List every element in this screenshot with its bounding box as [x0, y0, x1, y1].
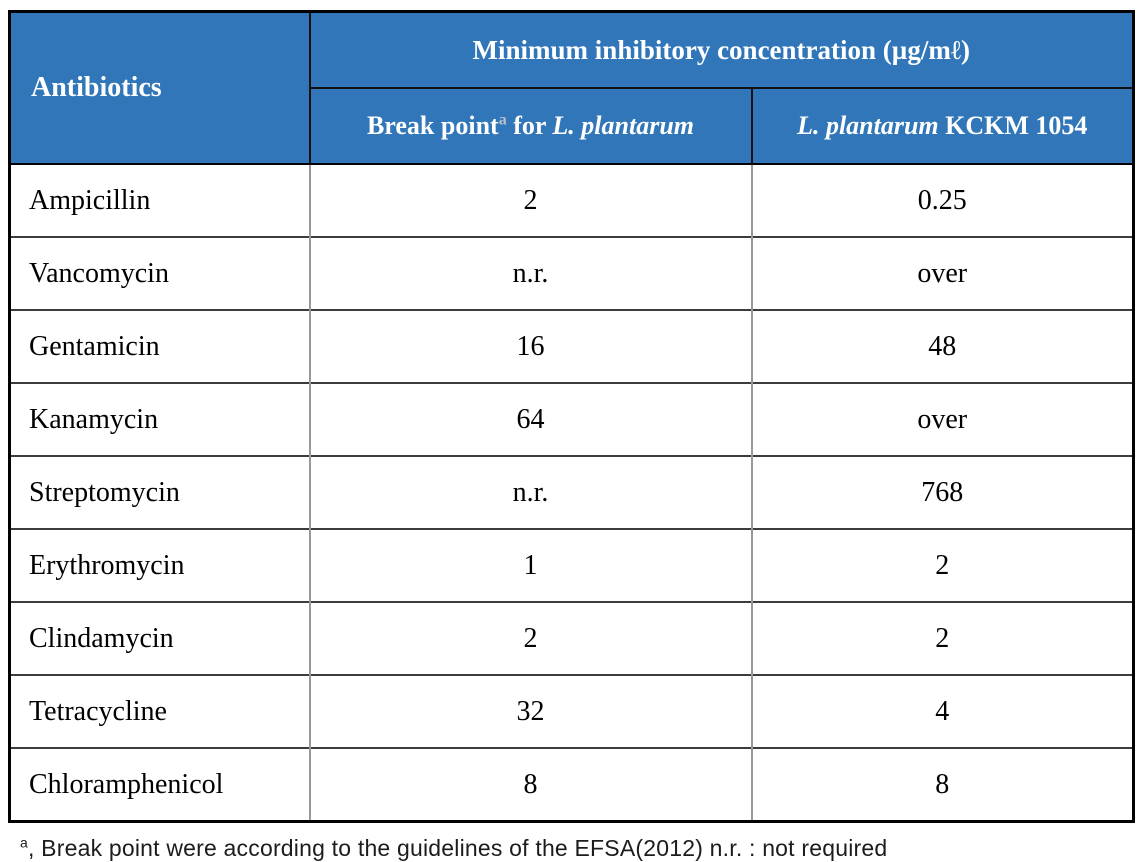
breakpoint-header-text: Break point [366, 111, 499, 140]
table-body: Ampicillin 2 0.25 Vancomycin n.r. over G… [9, 163, 1134, 822]
strain-value-cell: over [750, 236, 1134, 310]
strain-header-species: L. plantarum [797, 111, 939, 140]
table-row: Streptomycin n.r. 768 [9, 455, 1134, 529]
strain-value-cell: 2 [750, 601, 1134, 675]
table-row: Ampicillin 2 0.25 [9, 163, 1134, 237]
breakpoint-value-cell: 1 [308, 528, 752, 602]
antibiotics-header-cell: Antibiotics [9, 11, 311, 164]
strain-value-cell: 0.25 [750, 163, 1134, 237]
strain-header-rest: KCKM 1054 [938, 111, 1088, 140]
table-row: Clindamycin 2 2 [9, 601, 1134, 675]
breakpoint-value-cell: n.r. [308, 236, 752, 310]
antibiotic-name-cell: Chloramphenicol [9, 747, 310, 822]
strain-value-cell: 8 [750, 747, 1134, 822]
antibiotics-header-label: Antibiotics [31, 72, 162, 103]
breakpoint-value-cell: 2 [308, 601, 752, 675]
strain-value-cell: 48 [750, 309, 1134, 383]
breakpoint-value-cell: 2 [308, 163, 752, 237]
table-row: Kanamycin 64 over [9, 382, 1134, 456]
antibiotic-name-cell: Clindamycin [9, 601, 310, 675]
breakpoint-header-mid: for [506, 111, 553, 140]
strain-value-cell: 2 [750, 528, 1134, 602]
mic-title-label: Minimum inhibitory concentration (µg/mℓ) [472, 34, 970, 65]
breakpoint-value-cell: 32 [308, 674, 752, 748]
header-row-sub: Break pointa for L. plantarum L. plantar… [10, 88, 1134, 164]
table-row: Vancomycin n.r. over [9, 236, 1134, 310]
strain-header-cell: L. plantarum KCKM 1054 [751, 88, 1134, 164]
breakpoint-value-cell: 8 [308, 747, 752, 822]
footnote-text: , Break point were according to the guid… [28, 835, 888, 861]
breakpoint-value-cell: 16 [308, 309, 752, 383]
breakpoint-value-cell: n.r. [308, 455, 752, 529]
table-header: Antibiotics Minimum inhibitory concentra… [9, 11, 1134, 164]
header-row-top: Antibiotics Minimum inhibitory concentra… [9, 11, 1134, 164]
antibiotic-name-cell: Ampicillin [9, 163, 310, 237]
breakpoint-header-species: L. plantarum [552, 111, 695, 140]
footnote: a, Break point were according to the gui… [8, 835, 1132, 862]
antibiotic-name-cell: Tetracycline [9, 674, 310, 748]
footnote-marker: a [20, 834, 28, 851]
antibiotic-name-cell: Kanamycin [9, 382, 310, 456]
table-row: Erythromycin 1 2 [9, 528, 1134, 602]
antibiotic-name-cell: Streptomycin [9, 455, 310, 529]
strain-value-cell: 768 [750, 455, 1134, 529]
strain-value-cell: over [750, 382, 1134, 456]
table-row: Chloramphenicol 8 8 [9, 747, 1134, 822]
mic-title-header-cell: Minimum inhibitory concentration (µg/mℓ) [309, 11, 1134, 89]
breakpoint-value-cell: 64 [308, 382, 752, 456]
table-row: Gentamicin 16 48 [9, 309, 1134, 383]
table-row: Tetracycline 32 4 [9, 674, 1134, 748]
breakpoint-header-cell: Break pointa for L. plantarum [309, 88, 753, 164]
antibiotic-name-cell: Vancomycin [9, 236, 310, 310]
table-figure: Antibiotics Minimum inhibitory concentra… [8, 10, 1135, 862]
strain-value-cell: 4 [750, 674, 1134, 748]
antibiotic-name-cell: Erythromycin [9, 528, 310, 602]
mic-table: Antibiotics Minimum inhibitory concentra… [8, 10, 1135, 823]
antibiotic-name-cell: Gentamicin [9, 309, 310, 383]
breakpoint-footnote-marker: a [498, 111, 507, 129]
